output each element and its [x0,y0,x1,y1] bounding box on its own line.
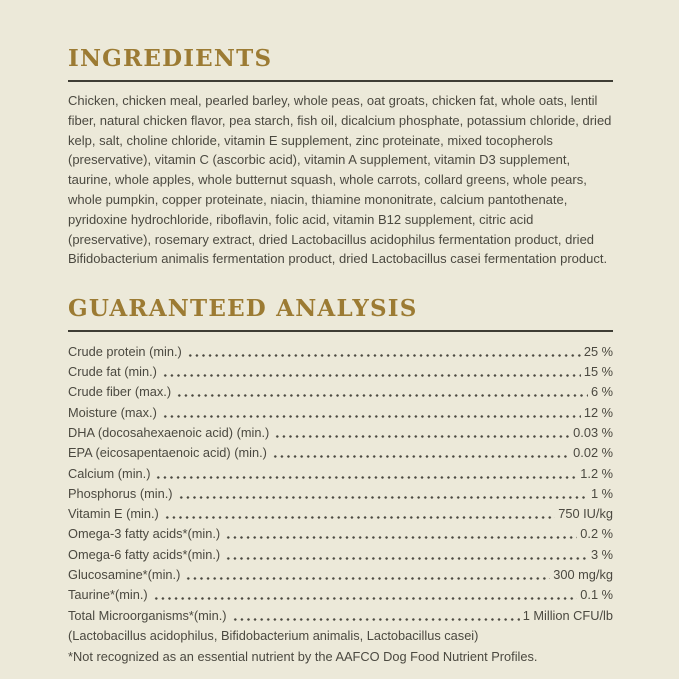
analysis-row-label: DHA (docosahexaenoic acid) (min.) [68,425,270,440]
dot-leader [177,495,588,499]
analysis-row-label: Omega-6 fatty acids*(min.) [68,546,221,562]
analysis-row-value: 12 % [583,404,613,420]
microorganisms-note: (Lactobacillus acidophilus, Bifidobacter… [68,628,479,644]
ingredients-section: INGREDIENTS Chicken, chicken meal, pearl… [68,46,613,269]
analysis-row-label: EPA (eicosapentaenoic acid) (min.) [68,445,267,461]
analysis-row: EPA (eicosapentaenoic acid) (min.) 0.02 … [68,443,613,463]
analysis-row: Crude protein (min.) 25 % [68,341,613,361]
analysis-row-value: 6 % [590,384,613,400]
ingredients-heading: INGREDIENTS [68,45,273,72]
dot-leader [176,394,588,398]
dot-leader [271,455,571,459]
dot-leader [186,353,581,357]
dot-leader [161,414,581,418]
analysis-row: Omega-3 fatty acids*(min.) 0.2 % [68,524,613,544]
analysis-row: Phosphorus (min.) 1 % [68,483,613,503]
dot-leader [155,475,578,479]
analysis-row: Vitamin E (min.) 750 IU/kg [68,504,613,524]
analysis-row: Omega-6 fatty acids*(min.) 3 % [68,544,613,564]
dot-leader [225,556,588,560]
analysis-row-value: 3 % [590,546,613,562]
ingredients-divider [68,80,613,82]
dot-leader [231,617,520,621]
analysis-row-value: 0.03 % [573,425,613,440]
dot-leader [274,435,571,438]
analysis-row-label: Omega-3 fatty acids*(min.) [68,526,221,542]
analysis-row-value: 0.2 % [580,526,613,542]
analysis-row-value: 1 Million CFU/lb [522,607,613,623]
analysis-row-label: Phosphorus (min.) [68,485,173,501]
analysis-row-label: Calcium (min.) [68,465,151,481]
aafco-footnote: *Not recognized as an essential nutrient… [68,648,538,664]
dot-leader [225,536,578,540]
analysis-row: Total Microorganisms*(min.) 1 Million CF… [68,605,613,625]
analysis-row-value: 0.1 % [580,587,613,603]
analysis-row: Crude fiber (max.) 6 % [68,382,613,402]
analysis-row-value: 0.02 % [573,445,613,461]
analysis-row: Crude fat (min.) 15 % [68,361,613,381]
analysis-row: Moisture (max.) 12 % [68,402,613,422]
ingredients-text: Chicken, chicken meal, pearled barley, w… [68,93,612,267]
analysis-row-label: Total Microorganisms*(min.) [68,607,227,623]
analysis-table: Crude protein (min.) 25 % Crude fat (min… [68,341,613,625]
analysis-row-value: 1 % [590,485,613,501]
analysis-row: Taurine*(min.) 0.1 % [68,585,613,605]
analysis-row-label: Taurine*(min.) [68,587,148,603]
guaranteed-analysis-heading: GUARANTEED ANALYSIS [68,295,418,323]
dot-leader [185,577,551,581]
guaranteed-analysis-divider [68,330,613,333]
analysis-row-value: 25 % [583,343,613,359]
analysis-row-label: Glucosamine*(min.) [68,567,181,583]
dot-leader [163,516,556,520]
analysis-row: Glucosamine*(min.) 300 mg/kg [68,564,613,584]
analysis-row-value: 300 mg/kg [553,567,613,583]
dot-leader [161,374,581,378]
analysis-row-label: Vitamin E (min.) [68,506,159,522]
analysis-row: DHA (docosahexaenoic acid) (min.) 0.03 % [68,422,613,442]
analysis-row-value: 750 IU/kg [558,506,613,522]
analysis-row-label: Crude fiber (max.) [68,384,172,400]
analysis-row: Calcium (min.) 1.2 % [68,463,613,483]
analysis-row-label: Crude protein (min.) [68,343,182,359]
dot-leader [152,597,578,601]
guaranteed-analysis-section: GUARANTEED ANALYSIS Crude protein (min.)… [68,296,613,667]
analysis-row-label: Moisture (max.) [68,404,157,420]
analysis-row-value: 1.2 % [580,465,613,481]
analysis-row-label: Crude fat (min.) [68,364,157,380]
analysis-row-value: 15 % [583,364,613,380]
